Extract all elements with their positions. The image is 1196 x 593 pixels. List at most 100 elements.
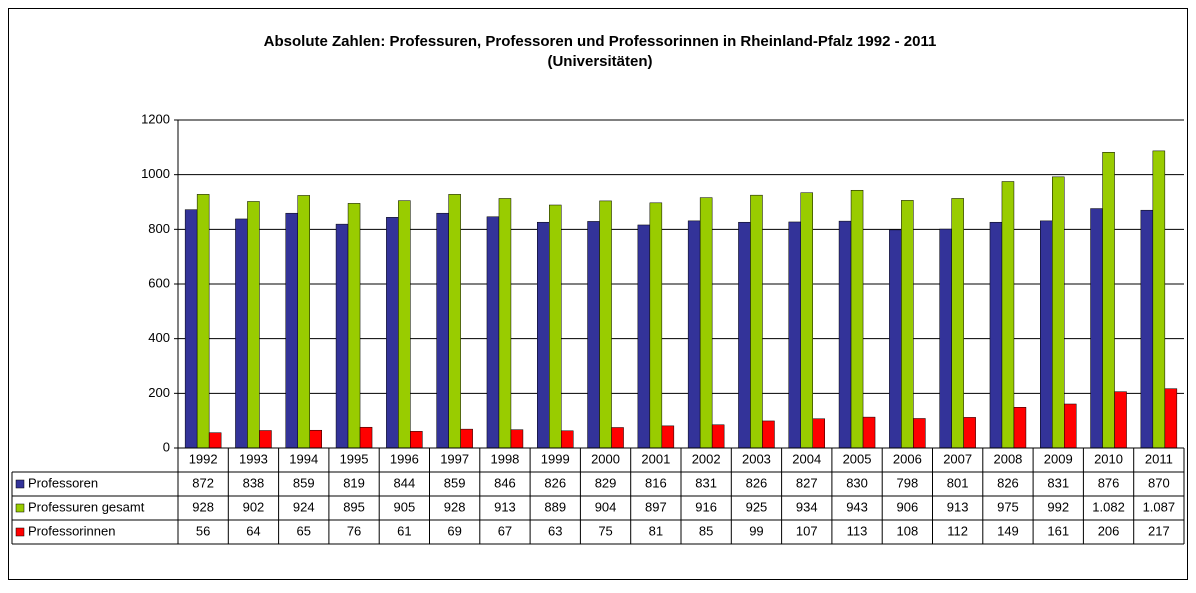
table-value: 830 (846, 475, 868, 490)
x-tick-label: 2002 (692, 451, 721, 466)
bar (939, 228, 952, 449)
bar (235, 218, 248, 449)
bar (335, 223, 349, 449)
bar (448, 194, 461, 449)
bar (561, 430, 574, 449)
table-value: 928 (192, 499, 214, 514)
table-value: 826 (997, 475, 1019, 490)
table-value: 85 (699, 523, 713, 538)
bar (750, 194, 763, 449)
bar (460, 428, 473, 449)
table-value: 904 (595, 499, 617, 514)
table-value: 56 (196, 523, 210, 538)
table-value: 798 (896, 475, 918, 490)
table-value: 1.087 (1143, 499, 1176, 514)
bar (285, 212, 298, 449)
table-value: 819 (343, 475, 365, 490)
x-tick-label: 2011 (1145, 451, 1173, 466)
table-value: 149 (997, 523, 1019, 538)
bar (889, 229, 902, 449)
legend-key (15, 527, 25, 537)
table-value: 161 (1047, 523, 1069, 538)
y-tick-label: 800 (148, 221, 170, 236)
bar (1064, 403, 1077, 449)
bar (637, 224, 651, 449)
bar (788, 221, 801, 449)
bar (1052, 176, 1065, 449)
bar (711, 424, 725, 449)
bar (762, 420, 775, 449)
chart-title: Absolute Zahlen: Professuren, Professore… (264, 33, 937, 50)
table-value: 65 (297, 523, 311, 538)
legend-key (15, 479, 25, 489)
table-value: 61 (397, 523, 411, 538)
bar (549, 204, 562, 449)
table-value: 992 (1047, 499, 1069, 514)
y-tick-label: 200 (148, 385, 170, 400)
table-value: 99 (749, 523, 763, 538)
bar (398, 200, 411, 449)
y-tick-label: 400 (148, 330, 170, 345)
bar (309, 429, 322, 449)
bar (1164, 388, 1178, 449)
table-value: 113 (847, 523, 868, 538)
y-tick-label: 1200 (141, 111, 170, 126)
bar (537, 221, 550, 449)
bar (297, 195, 310, 449)
bar (359, 426, 373, 449)
table-value: 107 (796, 523, 818, 538)
table-value: 924 (293, 499, 315, 514)
bar (738, 221, 751, 449)
bar (196, 194, 210, 449)
x-tick-label: 1992 (189, 451, 218, 466)
bar (1090, 208, 1103, 449)
bar (1114, 391, 1127, 449)
bar (599, 200, 612, 449)
x-tick-label: 2009 (1044, 451, 1073, 466)
table-value: 829 (595, 475, 617, 490)
bar (862, 416, 876, 449)
x-tick-label: 2003 (742, 451, 771, 466)
table-value: 81 (649, 523, 663, 538)
table-value: 846 (494, 475, 516, 490)
x-tick-label: 1993 (239, 451, 268, 466)
x-tick-label: 2010 (1094, 451, 1123, 466)
table-value: 838 (243, 475, 265, 490)
x-tick-label: 2005 (843, 451, 872, 466)
table-value: 934 (796, 499, 818, 514)
table-value: 859 (444, 475, 466, 490)
x-tick-label: 2007 (943, 451, 972, 466)
bar (386, 217, 399, 449)
x-tick-label: 2004 (792, 451, 821, 466)
table-value: 889 (544, 499, 566, 514)
x-tick-label: 2000 (591, 451, 620, 466)
table-value: 63 (548, 523, 562, 538)
table-value: 801 (947, 475, 969, 490)
bar (800, 192, 813, 449)
chart-subtitle: (Universitäten) (547, 53, 652, 70)
table-value: 831 (695, 475, 717, 490)
bar (587, 221, 600, 449)
table-value: 69 (447, 523, 461, 538)
x-tick-label: 1997 (440, 451, 469, 466)
table-value: 844 (393, 475, 415, 490)
table-value: 826 (544, 475, 566, 490)
x-tick-label: 2001 (641, 451, 670, 466)
bar (1102, 152, 1115, 449)
x-tick-label: 1995 (340, 451, 369, 466)
bar (963, 417, 976, 449)
table-value: 895 (343, 499, 365, 514)
bar (1001, 181, 1015, 449)
table-value: 217 (1148, 523, 1170, 538)
table-value: 913 (947, 499, 969, 514)
bar (1140, 209, 1154, 449)
table-value: 925 (746, 499, 768, 514)
bar (184, 209, 198, 449)
table-value: 206 (1098, 523, 1120, 538)
bar (410, 431, 423, 449)
bar (498, 198, 512, 449)
bar (838, 220, 852, 449)
table-value: 975 (997, 499, 1019, 514)
table-value: 816 (645, 475, 667, 490)
legend-label: Professoren (28, 475, 98, 490)
